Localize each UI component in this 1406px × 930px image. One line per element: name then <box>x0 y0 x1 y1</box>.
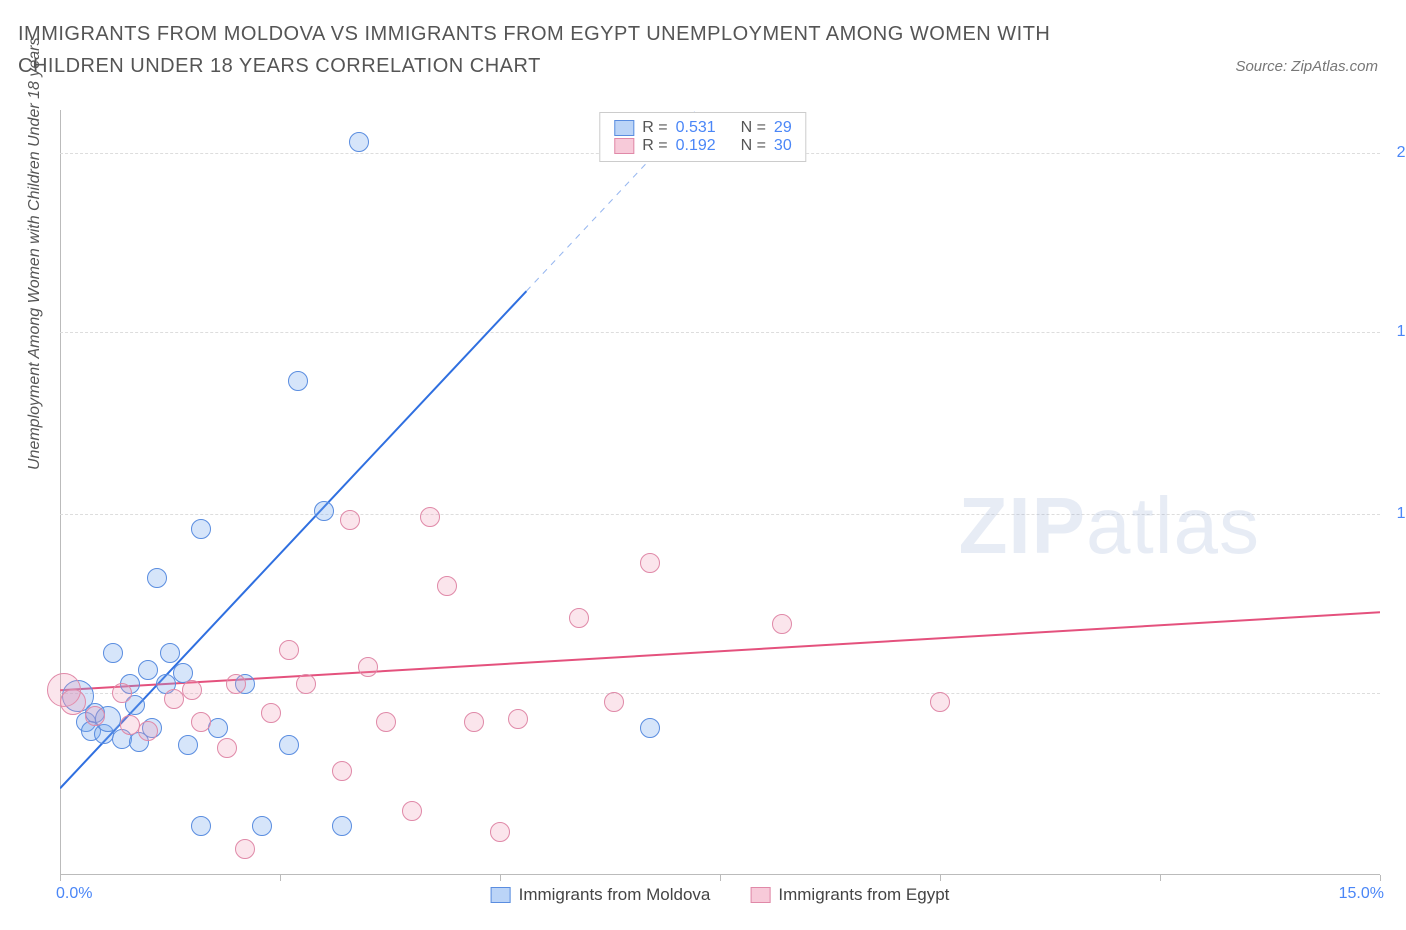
scatter-point <box>640 718 660 738</box>
correlation-legend: R = 0.531 N = 29 R = 0.192 N = 30 <box>599 112 806 162</box>
x-tick <box>500 875 501 881</box>
scatter-point <box>235 839 255 859</box>
x-tick <box>60 875 61 881</box>
x-tick <box>1380 875 1381 881</box>
scatter-point <box>640 553 660 573</box>
chart-title: IMMIGRANTS FROM MOLDOVA VS IMMIGRANTS FR… <box>18 18 1098 82</box>
scatter-point <box>490 822 510 842</box>
scatter-point <box>376 712 396 732</box>
x-axis-max-label: 15.0% <box>1339 885 1384 903</box>
scatter-point <box>191 519 211 539</box>
y-tick-label: 25.0% <box>1397 144 1406 162</box>
x-axis-min-label: 0.0% <box>56 885 92 903</box>
legend-label-moldova: Immigrants from Moldova <box>519 885 711 905</box>
scatter-point <box>420 507 440 527</box>
scatter-point <box>314 501 334 521</box>
scatter-point <box>772 614 792 634</box>
correlation-row-egypt: R = 0.192 N = 30 <box>614 137 791 155</box>
scatter-point <box>332 761 352 781</box>
scatter-point <box>252 816 272 836</box>
x-tick <box>280 875 281 881</box>
scatter-point <box>569 608 589 628</box>
scatter-point <box>60 689 86 715</box>
scatter-point <box>358 657 378 677</box>
scatter-point <box>103 643 123 663</box>
scatter-point <box>226 674 246 694</box>
scatter-point <box>208 718 228 738</box>
watermark-rest: atlas <box>1086 481 1260 570</box>
scatter-point <box>464 712 484 732</box>
scatter-point <box>508 709 528 729</box>
legend-item-egypt: Immigrants from Egypt <box>750 885 949 905</box>
legend-swatch-pink <box>750 887 770 903</box>
scatter-point <box>138 721 158 741</box>
scatter-point <box>930 692 950 712</box>
y-axis-line <box>60 110 61 875</box>
scatter-point <box>332 816 352 836</box>
scatter-point <box>340 510 360 530</box>
corr-n-label-2: N = <box>741 137 766 155</box>
corr-n-egypt: 30 <box>774 137 792 155</box>
x-tick <box>1160 875 1161 881</box>
watermark: ZIPatlas <box>959 480 1260 572</box>
corr-r-label-2: R = <box>642 137 667 155</box>
scatter-point <box>191 816 211 836</box>
legend-item-moldova: Immigrants from Moldova <box>491 885 711 905</box>
scatter-point <box>437 576 457 596</box>
trend-lines-svg <box>60 110 1380 875</box>
scatter-point <box>296 674 316 694</box>
y-tick-label: 18.8% <box>1397 323 1406 341</box>
gridline-h <box>60 514 1380 515</box>
scatter-point <box>349 132 369 152</box>
y-tick-label: 12.5% <box>1397 505 1406 523</box>
scatter-point <box>261 703 281 723</box>
legend-swatch-blue <box>491 887 511 903</box>
corr-n-moldova: 29 <box>774 119 792 137</box>
scatter-point <box>182 680 202 700</box>
scatter-point <box>147 568 167 588</box>
source-citation: Source: ZipAtlas.com <box>1235 58 1378 75</box>
corr-n-label: N = <box>741 119 766 137</box>
corr-swatch-blue <box>614 120 634 136</box>
scatter-point <box>160 643 180 663</box>
legend-label-egypt: Immigrants from Egypt <box>778 885 949 905</box>
gridline-h <box>60 332 1380 333</box>
scatter-point <box>402 801 422 821</box>
corr-r-egypt: 0.192 <box>676 137 716 155</box>
scatter-point <box>217 738 237 758</box>
correlation-row-moldova: R = 0.531 N = 29 <box>614 119 791 137</box>
x-tick <box>940 875 941 881</box>
y-axis-label: Unemployment Among Women with Children U… <box>26 38 44 470</box>
scatter-point <box>178 735 198 755</box>
scatter-point <box>279 640 299 660</box>
scatter-point <box>604 692 624 712</box>
corr-r-label: R = <box>642 119 667 137</box>
scatter-point <box>85 706 105 726</box>
scatter-point <box>288 371 308 391</box>
scatter-point <box>112 683 132 703</box>
scatter-point <box>279 735 299 755</box>
scatter-point <box>191 712 211 732</box>
scatter-plot-area: 6.3%12.5%18.8%25.0% 0.0% 15.0% ZIPatlas … <box>60 110 1380 875</box>
scatter-point <box>138 660 158 680</box>
corr-swatch-pink <box>614 138 634 154</box>
corr-r-moldova: 0.531 <box>676 119 716 137</box>
x-tick <box>720 875 721 881</box>
watermark-bold: ZIP <box>959 481 1086 570</box>
legend-bottom: Immigrants from Moldova Immigrants from … <box>491 885 950 905</box>
gridline-h <box>60 693 1380 694</box>
